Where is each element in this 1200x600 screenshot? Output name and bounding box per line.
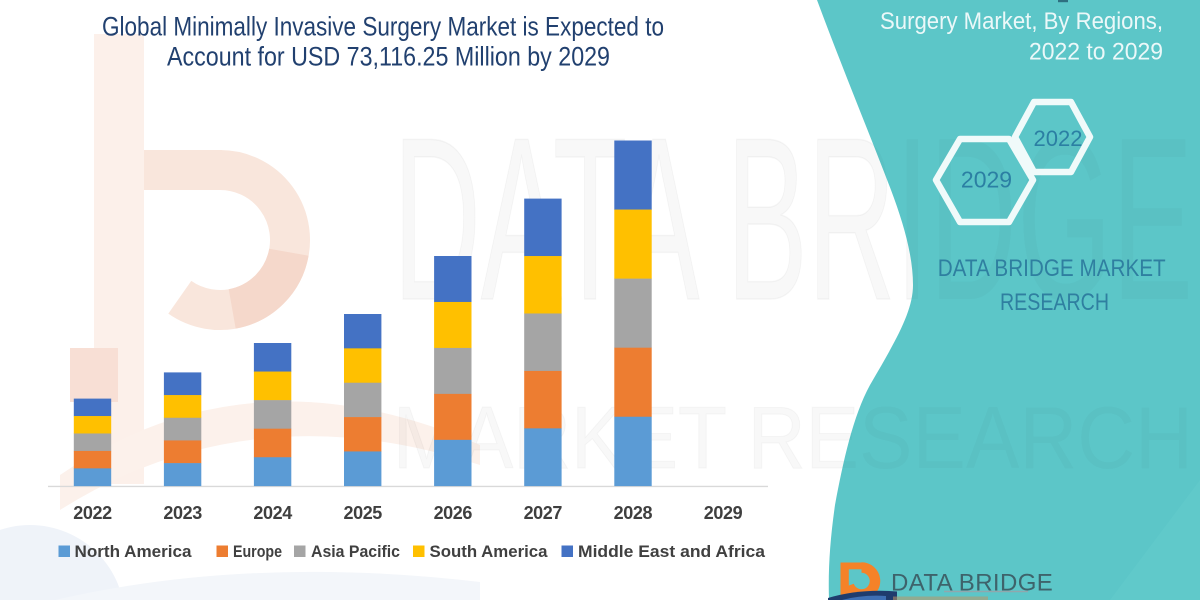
svg-text:2026: 2026 — [434, 503, 473, 523]
svg-text:Asia Pacific: Asia Pacific — [311, 543, 400, 561]
svg-text:2029: 2029 — [704, 503, 743, 523]
svg-text:2022: 2022 — [1034, 126, 1083, 151]
svg-text:DATA BRIDGE MARKET: DATA BRIDGE MARKET — [938, 255, 1166, 282]
svg-text:2027: 2027 — [524, 503, 563, 523]
svg-text:2024: 2024 — [253, 503, 292, 523]
svg-text:DATA BRIDGE: DATA BRIDGE — [891, 570, 1053, 597]
svg-text:2025: 2025 — [343, 503, 382, 523]
svg-text:Europe: Europe — [233, 543, 282, 561]
svg-text:2022 to 2029: 2022 to 2029 — [1029, 39, 1163, 66]
svg-text:Middle East and Africa: Middle East and Africa — [578, 543, 766, 561]
svg-text:Account for USD 73,116.25 Mill: Account for USD 73,116.25 Million by 202… — [167, 42, 610, 72]
svg-text:North America: North America — [75, 543, 193, 561]
svg-text:Surgery Market, By Regions,: Surgery Market, By Regions, — [880, 8, 1163, 35]
svg-text:South America: South America — [430, 543, 549, 561]
svg-text:RESEARCH: RESEARCH — [1000, 289, 1109, 316]
svg-text:2029: 2029 — [961, 167, 1012, 193]
svg-text:2028: 2028 — [614, 503, 653, 523]
svg-text:Global Minimally Invasive Surg: Global Minimally Invasive Surgery Market… — [102, 12, 664, 42]
svg-text:2023: 2023 — [163, 503, 202, 523]
svg-text:2022: 2022 — [73, 503, 112, 523]
